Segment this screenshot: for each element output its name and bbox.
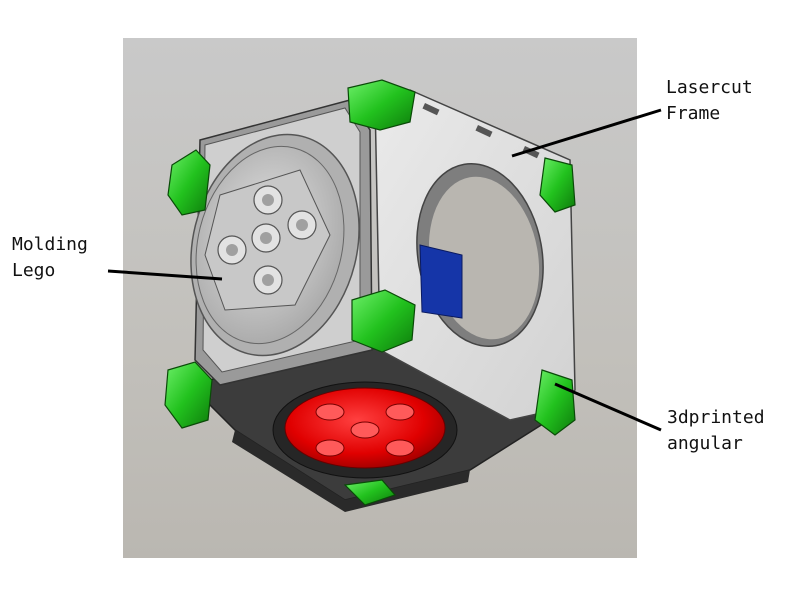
3dprinted-angular-corners: [164, 79, 576, 506]
molding-lego-part: [190, 133, 360, 357]
label-3dprinted-angular-line1: 3dprinted: [667, 407, 765, 428]
label-molding-lego-line1: Molding: [12, 234, 88, 255]
label-lasercut-frame: Lasercut Frame: [666, 75, 753, 127]
left-frame-face: [190, 99, 373, 386]
lasercut-frame-face: [374, 89, 576, 421]
label-molding-lego-line2: Lego: [12, 260, 56, 281]
callout-lines: [107, 108, 662, 432]
red-lego-part: [272, 381, 458, 479]
label-3dprinted-angular: 3dprinted angular: [667, 405, 765, 457]
label-3dprinted-angular-line2: angular: [667, 433, 743, 454]
label-lasercut-frame-line2: Frame: [666, 103, 721, 124]
label-molding-lego: Molding Lego: [12, 232, 88, 284]
label-lasercut-frame-line1: Lasercut: [666, 77, 753, 98]
